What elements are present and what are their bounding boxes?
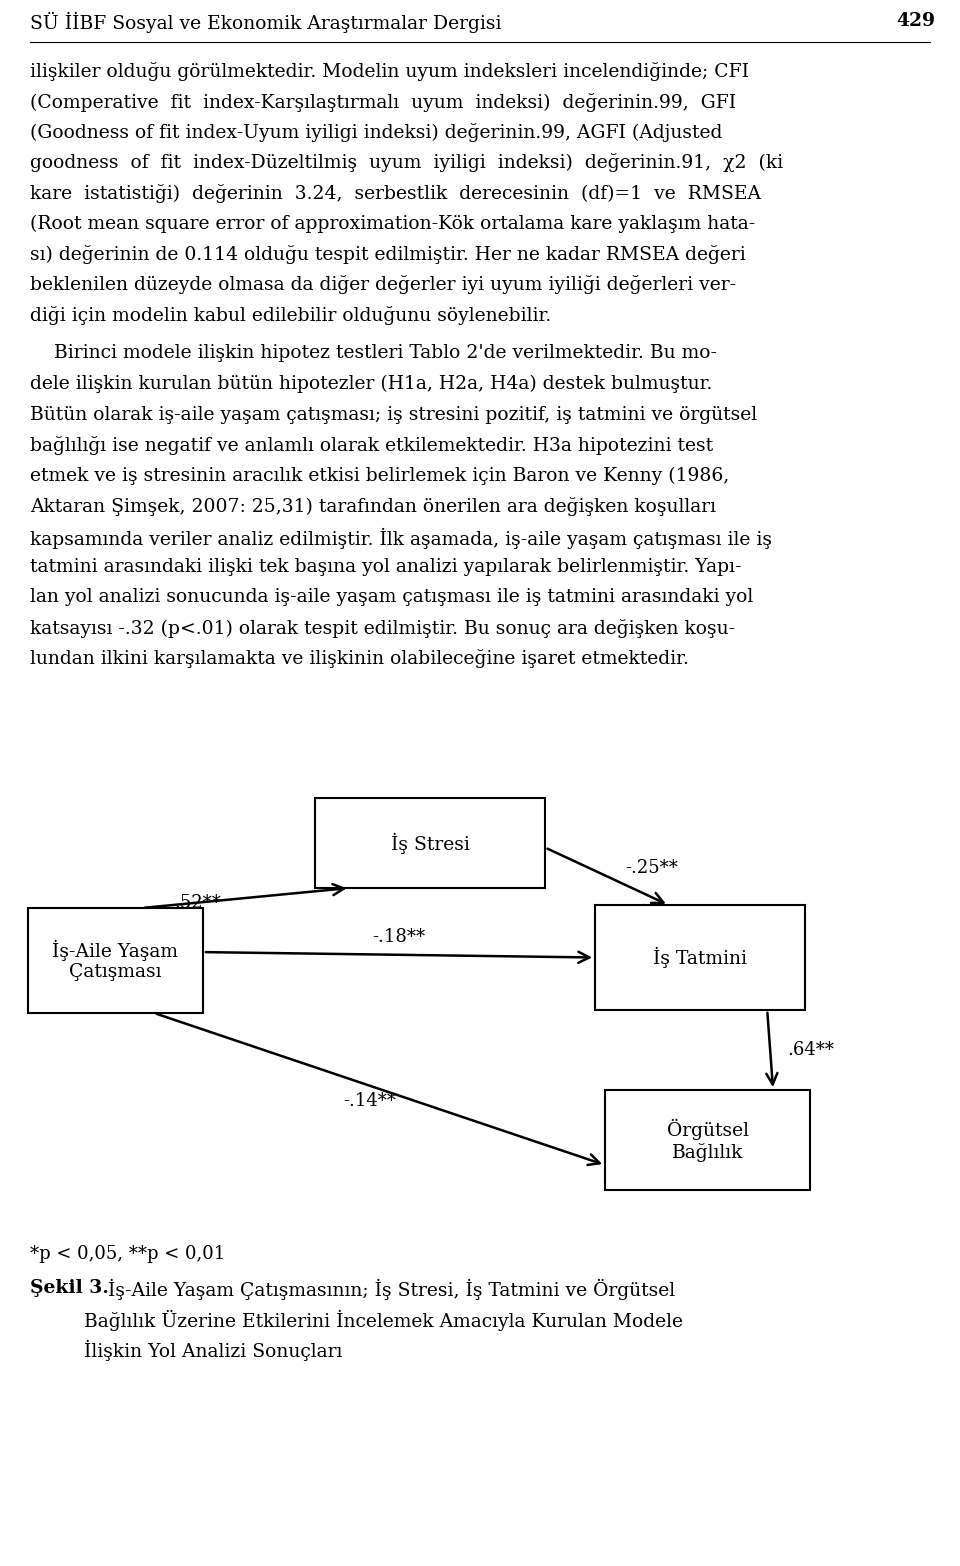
Text: (Comperative  fit  index-Karşılaştırmalı  uyum  indeksi)  değerinin.99,  GFI: (Comperative fit index-Karşılaştırmalı u… [30, 92, 736, 111]
Text: bağlılığı ise negatif ve anlamlı olarak etkilemektedir. H3a hipotezini test: bağlılığı ise negatif ve anlamlı olarak … [30, 435, 713, 456]
Text: kare  istatistiği)  değerinin  3.24,  serbestlik  derecesinin  (df)=1  ve  RMSEA: kare istatistiği) değerinin 3.24, serbes… [30, 183, 761, 204]
Bar [315, 799, 545, 888]
Text: Örgütsel
Bağlılık: Örgütsel Bağlılık [666, 1118, 749, 1162]
Text: 429: 429 [896, 13, 935, 30]
Text: İş-Aile Yaşam
Çatışması: İş-Aile Yaşam Çatışması [53, 940, 179, 982]
Text: -.18**: -.18** [372, 927, 425, 946]
Text: İş Stresi: İş Stresi [391, 833, 469, 853]
Text: *p < 0,05, **p < 0,01: *p < 0,05, **p < 0,01 [30, 1245, 226, 1264]
Bar [595, 905, 805, 1010]
Text: SÜ İİBF Sosyal ve Ekonomik Araştırmalar Dergisi: SÜ İİBF Sosyal ve Ekonomik Araştırmalar … [30, 13, 501, 33]
Text: -.14**: -.14** [343, 1092, 396, 1110]
Text: sı) değerinin de 0.114 olduğu tespit edilmiştir. Her ne kadar RMSEA değeri: sı) değerinin de 0.114 olduğu tespit edi… [30, 244, 746, 265]
Text: -.25**: -.25** [625, 860, 678, 877]
Text: .64**: .64** [787, 1041, 834, 1059]
Text: Şekil 3.: Şekil 3. [30, 1279, 108, 1297]
Text: Bağlılık Üzerine Etkilerini İncelemek Amacıyla Kurulan Modele: Bağlılık Üzerine Etkilerini İncelemek Am… [30, 1309, 683, 1331]
Text: Birinci modele ilişkin hipotez testleri Tablo 2'de verilmektedir. Bu mo-: Birinci modele ilişkin hipotez testleri … [30, 345, 717, 362]
Text: İlişkin Yol Analizi Sonuçları: İlişkin Yol Analizi Sonuçları [30, 1340, 343, 1361]
Text: ilişkiler olduğu görülmektedir. Modelin uyum indeksleri incelendiğinde; CFI: ilişkiler olduğu görülmektedir. Modelin … [30, 63, 749, 81]
Text: İş Tatmini: İş Tatmini [653, 947, 747, 968]
Text: etmek ve iş stresinin aracılık etkisi belirlemek için Baron ve Kenny (1986,: etmek ve iş stresinin aracılık etkisi be… [30, 467, 730, 485]
Text: kapsamında veriler analiz edilmiştir. İlk aşamada, iş-aile yaşam çatışması ile i: kapsamında veriler analiz edilmiştir. İl… [30, 528, 772, 548]
Text: .52**: .52** [174, 894, 221, 911]
Text: (Root mean square error of approximation-Kök ortalama kare yaklaşım hata-: (Root mean square error of approximation… [30, 215, 756, 233]
Text: lundan ilkini karşılamakta ve ilişkinin olabileceğine işaret etmektedir.: lundan ilkini karşılamakta ve ilişkinin … [30, 650, 689, 669]
Text: katsayısı -.32 (p<.01) olarak tespit edilmiştir. Bu sonuç ara değişken koşu-: katsayısı -.32 (p<.01) olarak tespit edi… [30, 619, 735, 637]
Text: tatmini arasındaki ilişki tek başına yol analizi yapılarak belirlenmiştir. Yapı-: tatmini arasındaki ilişki tek başına yol… [30, 557, 741, 576]
Text: dele ilişkin kurulan bütün hipotezler (H1a, H2a, H4a) destek bulmuştur.: dele ilişkin kurulan bütün hipotezler (H… [30, 374, 712, 393]
Text: Bütün olarak iş-aile yaşam çatışması; iş stresini pozitif, iş tatmini ve örgütse: Bütün olarak iş-aile yaşam çatışması; iş… [30, 406, 757, 423]
Text: diği için modelin kabul edilebilir olduğunu söylenebilir.: diği için modelin kabul edilebilir olduğ… [30, 305, 551, 326]
Text: goodness  of  fit  index-Düzeltilmiş  uyum  iyiligi  indeksi)  değerinin.91,  χ2: goodness of fit index-Düzeltilmiş uyum i… [30, 153, 783, 172]
Text: beklenilen düzeyde olmasa da diğer değerler iyi uyum iyiliği değerleri ver-: beklenilen düzeyde olmasa da diğer değer… [30, 276, 736, 294]
Text: lan yol analizi sonucunda iş-aile yaşam çatışması ile iş tatmini arasındaki yol: lan yol analizi sonucunda iş-aile yaşam … [30, 589, 754, 606]
Text: (Goodness of fit index-Uyum iyiligi indeksi) değerinin.99, AGFI (Adjusted: (Goodness of fit index-Uyum iyiligi inde… [30, 124, 722, 143]
Bar [28, 908, 203, 1013]
Text: İş-Aile Yaşam Çatışmasının; İş Stresi, İş Tatmini ve Örgütsel: İş-Aile Yaşam Çatışmasının; İş Stresi, İ… [102, 1279, 675, 1300]
Bar [605, 1090, 810, 1190]
Text: Aktaran Şimşek, 2007: 25,31) tarafından önerilen ara değişken koşulları: Aktaran Şimşek, 2007: 25,31) tarafından … [30, 496, 716, 517]
